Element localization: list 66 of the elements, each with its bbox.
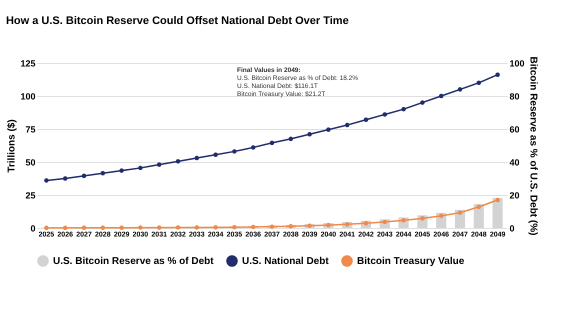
point xyxy=(62,226,68,230)
point xyxy=(326,222,331,228)
point xyxy=(344,122,350,128)
legend-label: U.S. National Debt xyxy=(242,256,330,267)
point xyxy=(495,72,500,77)
point xyxy=(438,94,444,98)
point xyxy=(119,168,124,173)
y-tick-label: 75 xyxy=(25,124,36,134)
point xyxy=(420,100,425,105)
y-tick-label: 50 xyxy=(25,158,36,168)
legend-label: U.S. Bitcoin Reserve as % of Debt xyxy=(53,256,214,267)
point xyxy=(307,132,312,137)
point xyxy=(420,216,425,221)
y-tick-label: 125 xyxy=(20,58,36,68)
point xyxy=(44,178,49,183)
point xyxy=(495,198,500,202)
point xyxy=(213,225,218,230)
y2-tick-label: 80 xyxy=(510,92,520,102)
point xyxy=(270,224,274,229)
point xyxy=(232,224,237,230)
point xyxy=(270,140,274,146)
point xyxy=(119,226,124,230)
y-tick-label: 0 xyxy=(30,224,36,234)
point xyxy=(326,127,331,132)
point xyxy=(176,159,180,164)
bar xyxy=(492,198,503,228)
y-tick-label: 25 xyxy=(25,190,36,200)
y2-tick-label: 40 xyxy=(510,158,520,168)
point xyxy=(213,152,218,157)
point xyxy=(232,149,237,154)
point xyxy=(62,176,68,181)
point xyxy=(250,145,256,150)
point xyxy=(100,226,106,230)
point xyxy=(438,214,444,218)
chart-title: How a U.S. Bitcoin Reserve Could Offset National Debt Over Time xyxy=(6,15,349,28)
point xyxy=(138,225,143,230)
point xyxy=(156,162,162,167)
point xyxy=(476,80,482,86)
point xyxy=(194,156,200,160)
point xyxy=(100,170,106,176)
point xyxy=(458,87,462,92)
y2-tick-label: 100 xyxy=(510,58,525,68)
point xyxy=(288,224,294,229)
y2-axis-title: Bitcoin Reserve as % of U.S. Debt (%) xyxy=(528,56,539,236)
point xyxy=(156,225,162,230)
y-tick-label: 100 xyxy=(20,92,36,102)
point xyxy=(250,224,256,230)
point xyxy=(476,204,482,210)
point xyxy=(458,210,462,215)
point xyxy=(364,118,368,122)
bar xyxy=(474,204,484,228)
point xyxy=(288,136,294,142)
y2-tick-label: 60 xyxy=(510,124,520,134)
y2-tick-label: 0 xyxy=(510,224,515,234)
point xyxy=(82,226,86,230)
point xyxy=(44,226,49,230)
point xyxy=(176,225,180,230)
point xyxy=(401,106,406,112)
point xyxy=(82,174,86,178)
y2-tick-label: 20 xyxy=(510,190,520,200)
point xyxy=(382,112,388,117)
point xyxy=(307,224,312,228)
legend-label: Bitcoin Treasury Value xyxy=(357,256,465,267)
point xyxy=(138,166,143,170)
point xyxy=(194,225,200,230)
y-axis-title: Trillions ($) xyxy=(6,119,18,173)
